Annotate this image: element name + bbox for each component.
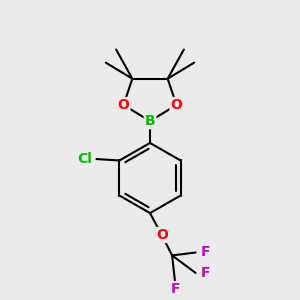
Text: O: O bbox=[118, 98, 129, 112]
Text: F: F bbox=[201, 266, 210, 280]
Text: F: F bbox=[201, 245, 210, 260]
Text: F: F bbox=[170, 282, 180, 296]
Text: O: O bbox=[156, 228, 168, 242]
Text: B: B bbox=[145, 114, 155, 128]
Text: Cl: Cl bbox=[77, 152, 92, 166]
Text: O: O bbox=[171, 98, 182, 112]
